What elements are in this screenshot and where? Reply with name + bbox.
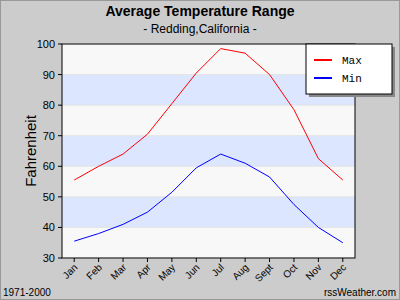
series-line — [74, 49, 343, 180]
x-tick — [123, 258, 124, 262]
y-tick-label: 50 — [43, 191, 55, 203]
y-tick — [58, 227, 62, 228]
x-tick-label: Jan — [60, 262, 79, 281]
y-tick — [58, 44, 62, 45]
legend-box — [306, 44, 392, 94]
y-tick — [58, 74, 62, 75]
title: Average Temperature Range — [105, 3, 294, 19]
x-tick — [293, 258, 294, 262]
subtitle: - Redding,California - — [143, 22, 256, 36]
y-tick-label: 80 — [43, 99, 55, 111]
x-tick-label: Oct — [281, 261, 300, 280]
x-tick-label: Jun — [183, 262, 202, 281]
grid-band — [62, 136, 355, 167]
y-tick-label: 60 — [43, 160, 55, 172]
x-tick-label: Dec — [328, 262, 348, 282]
x-tick — [147, 258, 148, 262]
x-tick — [342, 258, 343, 262]
grid-line — [62, 196, 355, 197]
x-tick — [98, 258, 99, 262]
chart: 30 40 50 60 70 80 90 100 Jan FebMar AprMay Jun JulAu… — [0, 0, 400, 300]
x-tick — [245, 258, 246, 262]
x-tick — [196, 258, 197, 262]
y-tick-label: 40 — [43, 221, 55, 233]
legend-swatch — [314, 59, 332, 61]
x-tick-label: Nov — [303, 262, 323, 282]
grid-line — [62, 105, 355, 106]
grid-line — [62, 135, 355, 136]
y-tick-label: 90 — [43, 69, 55, 81]
grid-line — [62, 166, 355, 167]
y-axis-label: Fahrenheit — [22, 114, 39, 187]
legend-label: Min — [342, 73, 362, 85]
x-tick-label: May — [156, 262, 177, 283]
y-tick — [58, 105, 62, 106]
x-tick — [74, 258, 75, 262]
x-tick — [269, 258, 270, 262]
y-tick — [58, 196, 62, 197]
annotation: rssWeather.com — [324, 287, 396, 298]
x-tick-label: Jul — [209, 262, 226, 279]
background — [1, 1, 400, 300]
series-group — [74, 49, 343, 243]
grid-band — [62, 197, 355, 228]
y-tick-label: 30 — [43, 252, 55, 264]
x-tick — [171, 258, 172, 262]
x-tick — [318, 258, 319, 262]
legend-label: Max — [342, 55, 362, 67]
x-tick — [220, 258, 221, 262]
y-tick — [58, 166, 62, 167]
y-tick-label: 70 — [43, 130, 55, 142]
x-tick-label: Aug — [230, 262, 250, 282]
x-tick-label: Mar — [108, 261, 128, 281]
series-line — [74, 154, 343, 243]
x-tick-label: Apr — [134, 261, 153, 280]
y-tick — [58, 258, 62, 259]
y-tick-label: 100 — [37, 38, 55, 50]
legend-swatch — [314, 77, 332, 79]
x-tick-label: Feb — [84, 261, 104, 281]
grid-line — [62, 227, 355, 228]
annotation: 1971-2000 — [3, 287, 51, 298]
x-tick-label: Sept — [253, 261, 275, 283]
y-tick — [58, 135, 62, 136]
